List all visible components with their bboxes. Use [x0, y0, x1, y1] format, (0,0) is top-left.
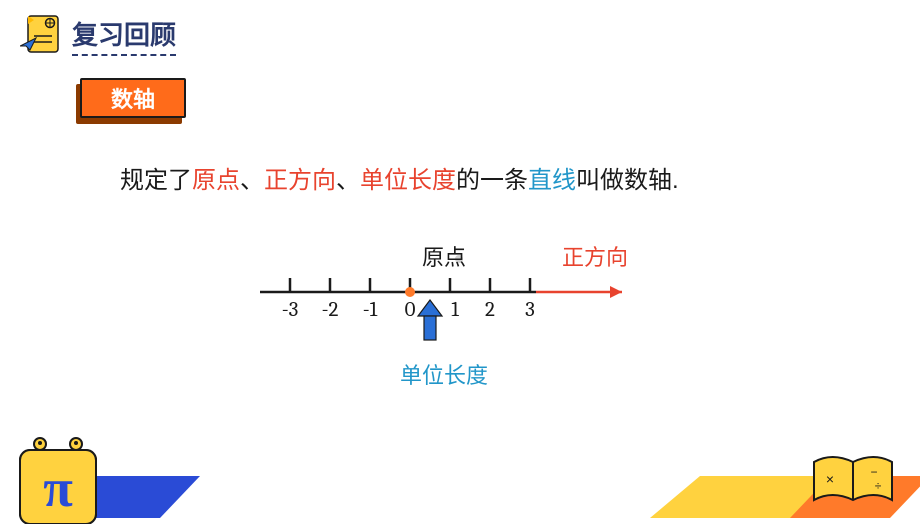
note-plane-icon — [20, 14, 62, 56]
tick-neg3: -3 — [282, 298, 299, 322]
svg-text:×: × — [826, 471, 834, 487]
pi-icon: π — [14, 434, 104, 524]
definition-sentence: 规定了原点、正方向、单位长度的一条直线叫做数轴. — [120, 160, 679, 195]
bottom-stripes — [0, 476, 920, 518]
svg-text:π: π — [43, 458, 73, 518]
tick-neg2: -2 — [322, 298, 339, 322]
tick-neg1: -1 — [363, 298, 378, 322]
topic-badge-label: 数轴 — [80, 78, 186, 118]
svg-text:÷: ÷ — [875, 479, 882, 493]
tick-2: 2 — [485, 298, 495, 322]
svg-text:−: − — [870, 465, 877, 479]
number-line-diagram: 原点 正方向 -3 -2 -1 0 1 2 3 — [230, 240, 690, 400]
tick-3: 3 — [525, 298, 535, 322]
book-icon: × − ÷ — [808, 448, 898, 508]
unit-arrow-icon — [418, 300, 442, 340]
tick-1: 1 — [451, 298, 459, 322]
header-title: 复习回顾 — [72, 15, 176, 56]
topic-badge: 数轴 — [76, 78, 186, 122]
unit-length-label: 单位长度 — [400, 358, 488, 390]
number-line-svg: -3 -2 -1 0 1 2 3 — [230, 268, 670, 368]
header: 复习回顾 — [20, 14, 176, 56]
tick-0: 0 — [405, 298, 416, 322]
